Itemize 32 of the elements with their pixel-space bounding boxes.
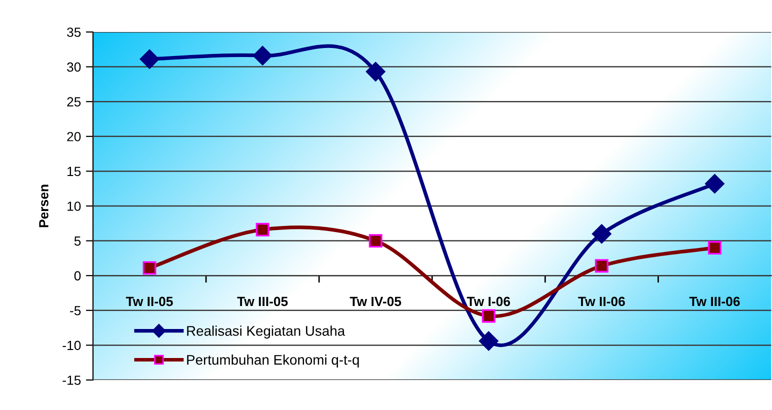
y-tick-label: -15	[62, 376, 81, 385]
point	[705, 174, 724, 194]
y-tick-label: 20	[67, 132, 81, 142]
legend-label: Pertumbuhan Ekonomi q-t-q	[187, 354, 359, 368]
y-tick-label: -10	[62, 340, 81, 350]
point	[368, 234, 382, 248]
y-tick-label: 5	[74, 236, 81, 246]
y-tick-label: 0	[74, 271, 81, 281]
x-tick-label: Tw III-05	[237, 296, 288, 306]
point	[256, 222, 270, 236]
point	[140, 49, 160, 69]
y-tick-label: 15	[68, 166, 81, 176]
x-tick-label: Tw II-06	[578, 296, 625, 306]
x-tick-label: Tw IV-05	[350, 296, 402, 306]
legend-label: Realisasi Kegiatan Usaha	[187, 326, 346, 339]
point	[366, 62, 386, 82]
y-tick-label: 30	[67, 62, 81, 72]
x-tick-label: Tw III-06	[689, 296, 740, 306]
point	[478, 331, 498, 351]
y-tick-label: -5	[70, 306, 81, 316]
point	[592, 224, 612, 244]
y-axis-title: Persen	[39, 184, 48, 228]
point	[142, 261, 156, 275]
y-tick-label: 35	[67, 28, 81, 37]
x-tick-label: Tw II-05	[126, 296, 173, 306]
y-tick-label: 25	[67, 97, 81, 107]
point	[482, 309, 496, 323]
point	[708, 241, 722, 254]
point	[594, 259, 608, 273]
x-tick-label: Tw I-06	[466, 296, 510, 306]
point	[252, 46, 272, 66]
y-tick-label: 10	[68, 202, 81, 211]
